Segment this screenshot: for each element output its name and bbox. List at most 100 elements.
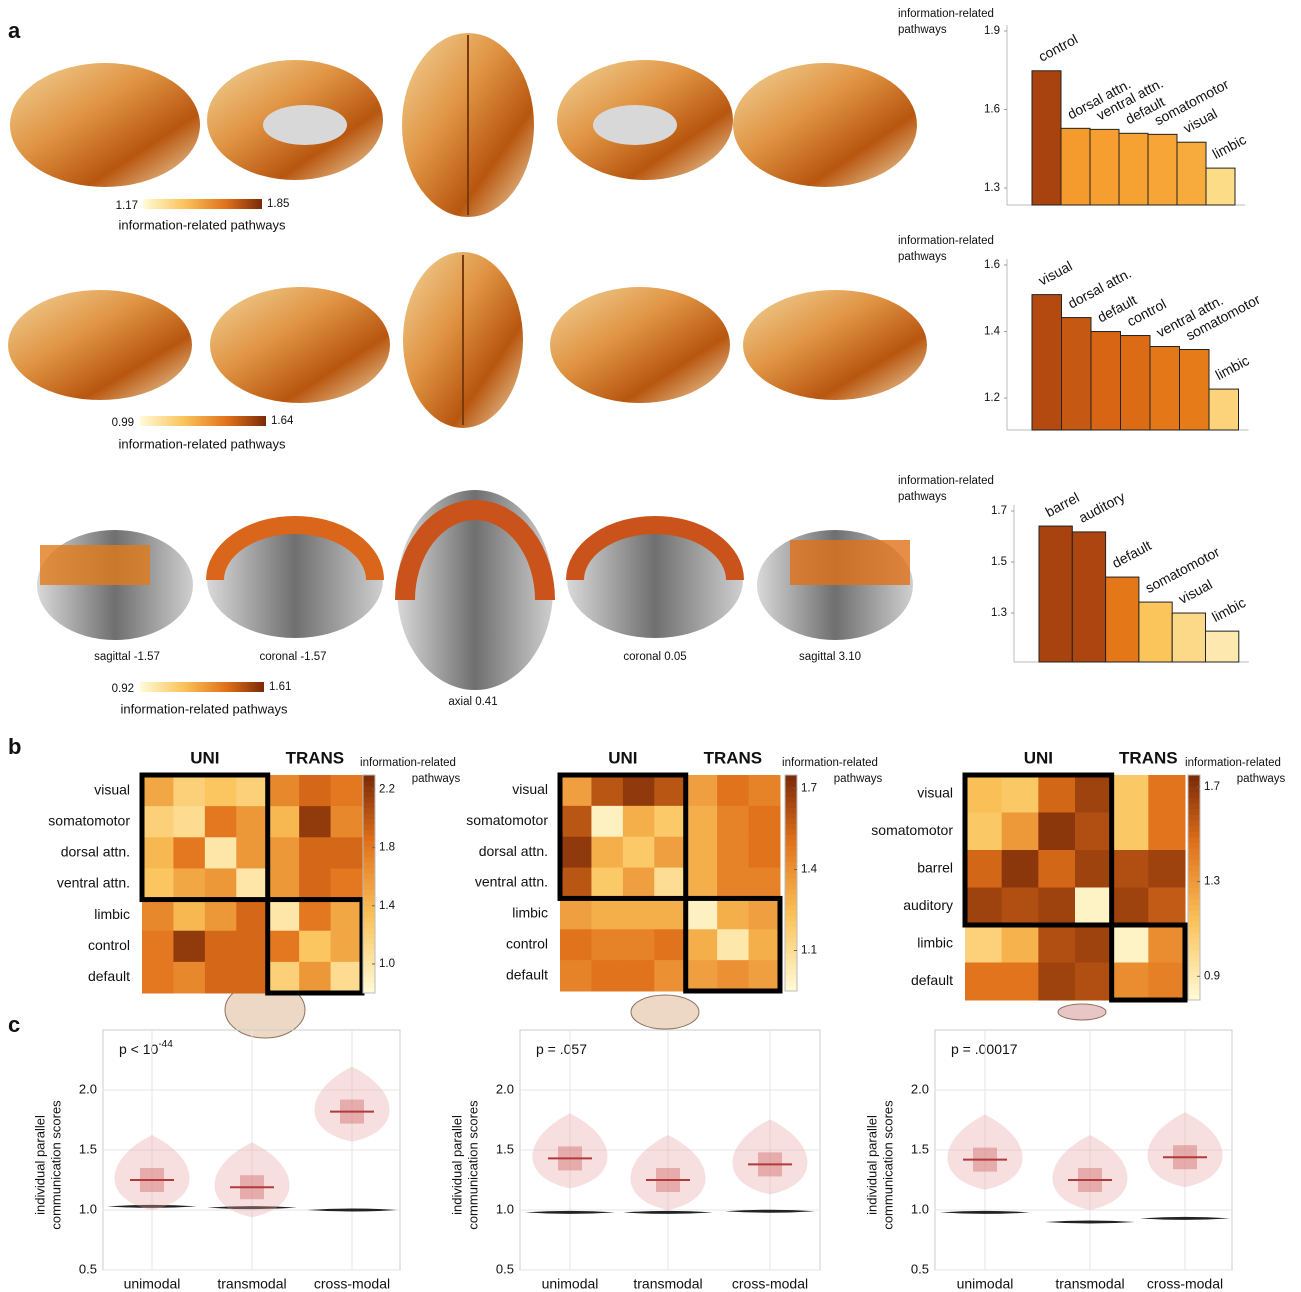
heatmap-cell — [685, 929, 718, 961]
heatmap-cell — [685, 836, 718, 869]
y-tick-label: 0.5 — [911, 1261, 929, 1276]
group-box — [962, 772, 1115, 928]
heatmap-cell — [654, 960, 687, 992]
colorbar-segment — [1188, 836, 1200, 843]
y-axis-label: information-related — [898, 8, 994, 20]
null-distribution — [1140, 1216, 1230, 1220]
group-label: UNI — [1024, 748, 1053, 767]
heatmap-cell — [622, 836, 655, 869]
y-axis-label: individual parallel — [32, 1115, 47, 1215]
colorbar-segment — [363, 780, 375, 787]
colorbar-tick-label: 1.7 — [1204, 781, 1220, 793]
colorbar-segment — [785, 780, 797, 787]
colorbar-segment — [785, 888, 797, 895]
colorbar-segment — [363, 862, 375, 869]
heatmap-cell — [1148, 775, 1186, 813]
colorbar-max: 1.64 — [271, 415, 294, 427]
heatmap-cell — [717, 775, 750, 807]
heatmap-cell — [204, 775, 237, 807]
group-label: TRANS — [1119, 748, 1178, 767]
y-axis-label: individual parallel — [449, 1115, 464, 1215]
heatmap-cell — [204, 868, 237, 901]
colorbar-segment — [785, 985, 797, 992]
heatmap-cell — [622, 775, 655, 807]
heatmap-cell — [560, 898, 592, 930]
colorbar-segment — [363, 927, 375, 934]
colorbar-segment — [785, 845, 797, 852]
row-label: default — [506, 966, 548, 982]
colorbar-segment — [1188, 775, 1200, 782]
colorbar-segment — [1188, 853, 1200, 860]
annotation: p = .057 — [536, 1041, 587, 1057]
colorbar-segment — [1188, 960, 1200, 967]
colorbar-segment — [363, 900, 375, 907]
colorbar-segment — [785, 893, 797, 900]
colorbar-segment — [363, 960, 375, 967]
colorbar-segment — [1188, 859, 1200, 866]
y-tick-label: 0.5 — [496, 1261, 514, 1276]
colorbar-min: 0.99 — [112, 417, 134, 429]
annotation-text: p < 10 — [119, 1041, 159, 1057]
colorbar-segment — [785, 829, 797, 835]
colorbar-segment — [785, 883, 797, 889]
y-axis-label: pathways — [898, 24, 947, 36]
group-label: UNI — [190, 748, 219, 767]
y-tick-label: 1.9 — [984, 25, 1000, 37]
group-label: TRANS — [286, 748, 345, 767]
colorbar-tick-label: 2.2 — [379, 784, 395, 796]
bar-category-label: barrel — [1043, 489, 1082, 520]
x-tick-label: transmodal — [217, 1276, 286, 1292]
bar-category-label: auditory — [1076, 488, 1127, 526]
heatmap-cell — [267, 868, 300, 901]
bar — [1138, 601, 1173, 663]
heatmap-cell — [204, 837, 237, 869]
heatmap-cell — [654, 805, 687, 838]
heatmap-cell — [1148, 962, 1186, 1001]
heatmap-cell — [267, 806, 300, 838]
x-tick-label: cross-modal — [1147, 1276, 1223, 1292]
colorbar-segment — [785, 958, 797, 965]
colorbar-segment — [785, 812, 797, 819]
bar-category-label: default — [1109, 537, 1154, 571]
bar — [1061, 317, 1092, 431]
x-tick-label: transmodal — [1055, 1276, 1124, 1292]
heatmap-cell — [685, 867, 718, 899]
heatmap-cell — [591, 898, 624, 930]
heatmap-cell — [267, 930, 300, 963]
colorbar-segment — [785, 899, 797, 906]
colorbar-segment — [1188, 825, 1200, 832]
heatmap-cell — [591, 929, 624, 961]
y-tick-label: 1.5 — [496, 1141, 514, 1156]
colorbar-label: information-related pathways — [119, 217, 286, 232]
colorbar-segment — [1188, 887, 1200, 894]
colorbar-segment — [785, 866, 797, 873]
heatmap-cell — [965, 775, 1003, 813]
heatmap-cell — [1001, 887, 1039, 926]
colorbar-label: information-related — [1185, 757, 1281, 769]
y-axis-label: information-related — [898, 235, 994, 247]
colorbar-segment — [363, 976, 375, 983]
colorbar-frame — [784, 774, 798, 992]
colorbar-segment — [785, 937, 797, 943]
x-tick-label: cross-modal — [314, 1276, 390, 1292]
heatmap-cell — [236, 899, 269, 932]
colorbar-segment — [1188, 904, 1200, 911]
colorbar-segment — [363, 884, 375, 890]
colorbar-segment — [1188, 921, 1200, 928]
heatmap-cell — [1075, 887, 1113, 926]
heatmap-cell — [236, 775, 269, 807]
colorbar-segment — [1188, 926, 1200, 933]
colorbar-frame — [1187, 774, 1201, 1001]
group-box — [265, 897, 365, 996]
heatmap-cell — [330, 930, 363, 963]
heatmap-cell — [1111, 925, 1149, 963]
heatmap-cell — [330, 837, 363, 869]
heatmap-cell — [1038, 775, 1076, 813]
x-tick-label: unimodal — [542, 1276, 599, 1292]
heatmap-cell — [717, 805, 750, 838]
colorbar-segment — [785, 791, 797, 798]
heatmap-cell — [965, 962, 1003, 1001]
colorbar-segment — [1188, 932, 1200, 939]
colorbar-frame — [362, 774, 376, 994]
colorbar-segment — [785, 775, 797, 781]
